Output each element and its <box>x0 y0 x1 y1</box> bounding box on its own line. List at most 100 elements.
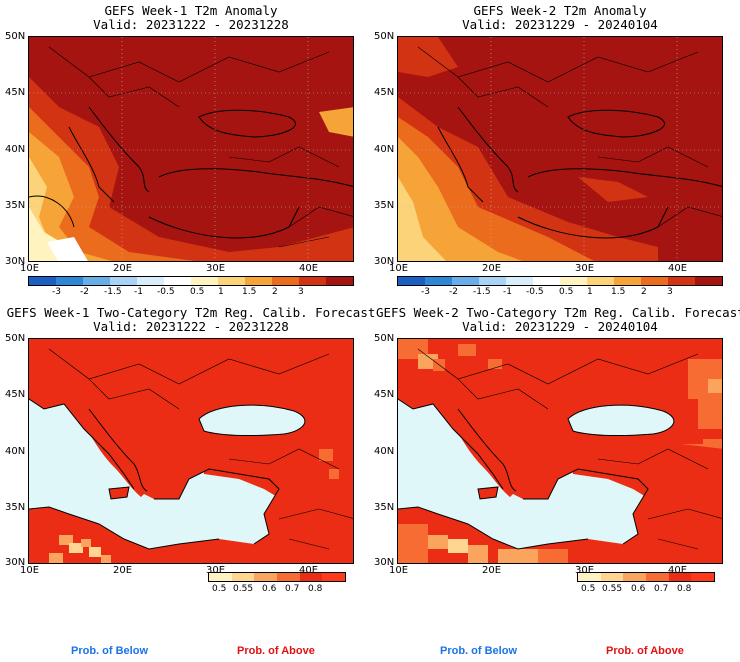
prob-swatch <box>600 573 624 581</box>
panel2-map <box>397 36 723 262</box>
anom-swatch <box>479 277 506 285</box>
panel2-lat-30n: 30N <box>374 256 395 267</box>
footer-prob-above-left: Prob. of Above <box>237 645 315 657</box>
panel4-lat-50n: 50N <box>374 333 395 344</box>
panel4-lat-40n: 40N <box>374 446 395 457</box>
panel4-lat-35n: 35N <box>374 502 395 513</box>
panel1-lon-10e: 10E <box>20 263 40 274</box>
panel2-lon-40e: 40E <box>668 263 688 274</box>
panel4-cb-label: 0.8 <box>677 584 692 594</box>
anom-swatch <box>506 277 533 285</box>
panel2-title: GEFS Week-2 T2m Anomaly <box>473 3 647 18</box>
panel2-cb-label: 2 <box>641 287 647 297</box>
anom-swatch <box>164 277 191 285</box>
panel3-title: GEFS Week-1 Two-Category T2m Reg. Calib.… <box>6 305 376 320</box>
panel4-lon-20e: 20E <box>482 565 502 576</box>
anom-swatch <box>83 277 110 285</box>
panel4-lon-30e: 30E <box>575 565 595 576</box>
panel4-cb-label: 0.6 <box>631 584 646 594</box>
panel3-prob-colorbar <box>208 572 346 582</box>
prob-swatch <box>623 573 647 581</box>
prob-swatch <box>578 573 601 581</box>
panel2-lat-50n: 50N <box>374 31 395 42</box>
anom-swatch <box>137 277 164 285</box>
panel4-lon-10e: 10E <box>389 565 409 576</box>
prob-swatch <box>254 573 278 581</box>
panel1-lat-35n: 35N <box>5 200 26 211</box>
anom-swatch <box>695 277 722 285</box>
panel3-cb-label: 0.5 <box>212 584 227 594</box>
anom-swatch <box>110 277 137 285</box>
panel1-lat-50n: 50N <box>5 31 26 42</box>
panel1-cb-label: -0.5 <box>157 287 175 297</box>
panel3-lat-40n: 40N <box>5 446 26 457</box>
panel4-cb-label: 0.7 <box>654 584 669 594</box>
panel1-lon-40e: 40E <box>299 263 319 274</box>
panel1-lon-30e: 30E <box>206 263 226 274</box>
panel3-lon-10e: 10E <box>20 565 40 576</box>
panel1-lon-20e: 20E <box>113 263 133 274</box>
anom-swatch <box>587 277 614 285</box>
panel3-lat-50n: 50N <box>5 333 26 344</box>
anom-swatch <box>560 277 587 285</box>
panel3-valid: Valid: 20231222 - 20231228 <box>93 319 289 334</box>
panel2-cb-label: 0.5 <box>559 287 574 297</box>
prob-swatch <box>231 573 255 581</box>
anom-swatch <box>218 277 245 285</box>
panel2-lon-30e: 30E <box>575 263 595 274</box>
panel1-cb-label: 1 <box>218 287 224 297</box>
prob-swatch <box>691 573 715 581</box>
panel2-lon-20e: 20E <box>482 263 502 274</box>
anom-swatch <box>299 277 326 285</box>
panel1-title: GEFS Week-1 T2m Anomaly <box>104 3 278 18</box>
panel2-cb-label: 1.5 <box>611 287 626 297</box>
panel1-cb-label: 3 <box>298 287 304 297</box>
panel1-anom-colorbar <box>28 276 354 286</box>
panel2-anom-colorbar <box>397 276 723 286</box>
panel2-lat-35n: 35N <box>374 200 395 211</box>
panel1-cb-label: -1.5 <box>104 287 122 297</box>
anom-swatch <box>56 277 83 285</box>
panel1-cb-label: -2 <box>80 287 89 297</box>
panel3-lon-40e: 40E <box>299 565 319 576</box>
panel4-lat-30n: 30N <box>374 557 395 568</box>
panel3-lat-30n: 30N <box>5 557 26 568</box>
panel4-valid: Valid: 20231229 - 20240104 <box>462 319 658 334</box>
anom-swatch <box>272 277 299 285</box>
panel1-lat-30n: 30N <box>5 256 26 267</box>
prob-swatch <box>209 573 232 581</box>
anom-swatch <box>452 277 479 285</box>
panel1-lat-45n: 45N <box>5 87 26 98</box>
panel4-lat-45n: 45N <box>374 389 395 400</box>
panel2-cb-label: -2 <box>449 287 458 297</box>
prob-swatch <box>277 573 300 581</box>
anom-swatch <box>614 277 641 285</box>
panel3-lat-35n: 35N <box>5 502 26 513</box>
panel1-cb-label: -3 <box>52 287 61 297</box>
panel2-cb-label: -1 <box>503 287 512 297</box>
panel4-map <box>397 338 723 564</box>
panel2-cb-label: 3 <box>667 287 673 297</box>
panel2-lat-40n: 40N <box>374 144 395 155</box>
panel2-valid: Valid: 20231229 - 20240104 <box>462 17 658 32</box>
panel3-lat-45n: 45N <box>5 389 26 400</box>
anom-swatch <box>398 277 425 285</box>
panel3-cb-label: 0.55 <box>233 584 254 594</box>
panel1-map <box>28 36 354 262</box>
prob-swatch <box>299 573 323 581</box>
anom-swatch <box>326 277 353 285</box>
panel4-lon-40e: 40E <box>668 565 688 576</box>
prob-swatch <box>322 573 346 581</box>
panel1-cb-label: 1.5 <box>242 287 257 297</box>
panel2-cb-label: 1 <box>587 287 593 297</box>
panel2-cb-label: -3 <box>421 287 430 297</box>
panel1-cb-label: 2 <box>272 287 278 297</box>
anom-swatch <box>29 277 56 285</box>
panel3-cb-label: 0.8 <box>308 584 323 594</box>
anom-swatch <box>191 277 218 285</box>
panel1-cb-label: -1 <box>134 287 143 297</box>
panel3-cb-label: 0.7 <box>285 584 300 594</box>
anom-swatch <box>425 277 452 285</box>
anom-swatch <box>668 277 695 285</box>
panel2-lat-45n: 45N <box>374 87 395 98</box>
